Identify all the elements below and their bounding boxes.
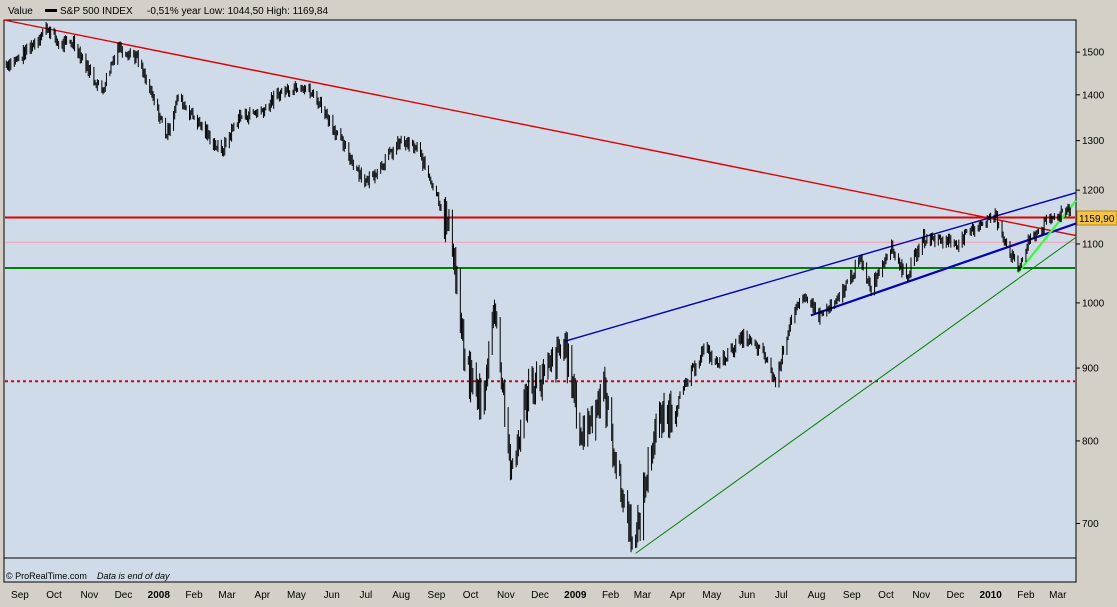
plot-area	[3, 19, 1077, 583]
y-tick-label: 700	[1082, 519, 1099, 530]
trendline	[810, 222, 1077, 317]
y-tick-marks	[1076, 51, 1080, 524]
series-legend-swatch	[45, 9, 57, 12]
x-tick-label: Jun	[324, 590, 340, 601]
x-tick-label: Sep	[428, 590, 446, 601]
x-tick-label: Oct	[46, 590, 62, 601]
x-tick-label: Aug	[392, 590, 410, 601]
x-tick-label: Jul	[775, 590, 788, 601]
x-tick-label: 2009	[564, 590, 587, 601]
y-tick-label: 1300	[1082, 136, 1105, 147]
x-tick-label: Feb	[185, 590, 203, 601]
x-tick-label: May	[702, 590, 721, 601]
x-axis-labels: Sep Oct Nov Dec 2008 Feb Mar Apr May Jun Jul Aug Sep…	[11, 590, 1067, 601]
y-tick-label: 900	[1082, 364, 1099, 375]
y-axis-labels: 700 800 900 1000 1100 1200 1300 1400 1500	[1082, 48, 1105, 530]
x-tick-label: Mar	[634, 590, 652, 601]
x-tick-label: Dec	[946, 590, 964, 601]
x-tick-label: Feb	[1017, 590, 1035, 601]
price-series	[5, 21, 1071, 553]
y-tick-label: 1400	[1082, 90, 1105, 101]
trendline	[1017, 199, 1077, 274]
x-tick-label: Oct	[878, 590, 894, 601]
last-value-label: 1159,90	[1079, 214, 1115, 225]
y-tick-label: 1100	[1082, 239, 1104, 250]
x-tick-label: Dec	[115, 590, 133, 601]
series-legend-name: S&P 500 INDEX	[60, 6, 133, 17]
x-tick-label: Mar	[218, 590, 236, 601]
x-tick-label: May	[287, 590, 306, 601]
y-tick-label: 1000	[1082, 298, 1105, 309]
x-tick-label: Sep	[11, 590, 29, 601]
x-tick-label: Nov	[80, 590, 98, 601]
series-stats: -0,51% year Low: 1044,50 High: 1169,84	[147, 6, 328, 17]
x-tick-label: Apr	[255, 590, 271, 601]
x-tick-label: Oct	[463, 590, 479, 601]
value-label: Value	[8, 6, 33, 17]
x-tick-label: Apr	[670, 590, 686, 601]
x-tick-label: Jun	[739, 590, 755, 601]
credit-text: © ProRealTime.com	[6, 571, 87, 581]
x-tick-label: Nov	[497, 590, 515, 601]
x-tick-label: Nov	[912, 590, 930, 601]
x-tick-label: Mar	[1049, 590, 1067, 601]
last-value-badge	[1076, 210, 1117, 226]
x-tick-label: 2008	[148, 590, 171, 601]
x-tick-label: Feb	[602, 590, 620, 601]
x-tick-label: Dec	[531, 590, 549, 601]
x-tick-label: Aug	[808, 590, 826, 601]
y-tick-label: 800	[1082, 436, 1099, 447]
x-tick-label: 2010	[980, 590, 1003, 601]
trendline	[3, 19, 1077, 237]
x-tick-label: Jul	[359, 590, 372, 601]
credit-note: Data is end of day	[97, 571, 170, 581]
trendline	[635, 236, 1077, 554]
x-tick-label: Sep	[843, 590, 861, 601]
trendlines	[3, 19, 1077, 554]
y-tick-label: 1500	[1082, 48, 1105, 59]
y-tick-label: 1200	[1082, 186, 1105, 197]
